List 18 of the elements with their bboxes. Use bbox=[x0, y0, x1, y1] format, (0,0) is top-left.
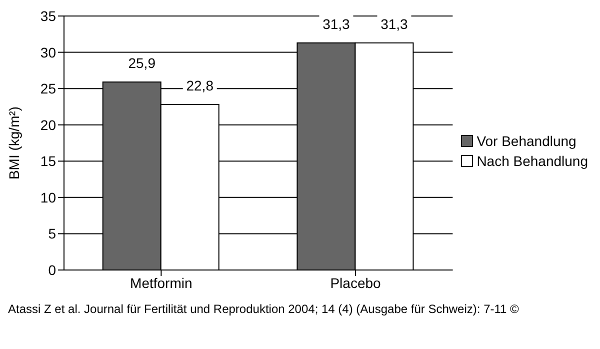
y-tick-label: 15 bbox=[40, 153, 56, 170]
x-tick-label: Placebo bbox=[330, 274, 382, 291]
data-label: 31,3 bbox=[380, 16, 408, 32]
legend-label: Nach Behandlung bbox=[476, 153, 588, 169]
y-axis-title: BMI (kg/m²) bbox=[6, 106, 22, 180]
y-tick-label: 25 bbox=[40, 80, 56, 97]
data-label: 22,8 bbox=[186, 78, 214, 94]
legend-label: Vor Behandlung bbox=[476, 133, 576, 149]
y-tick-label: 20 bbox=[40, 116, 56, 133]
x-tick-label: Metformin bbox=[130, 274, 192, 291]
y-tick-label: 30 bbox=[40, 44, 56, 60]
y-tick-label: 10 bbox=[40, 189, 56, 206]
y-tick-label: 5 bbox=[48, 226, 56, 242]
y-tick-label: 0 bbox=[48, 262, 56, 278]
data-label: 31,3 bbox=[322, 16, 350, 32]
text: Atassi Z et al. Journal für Fertilität und Reproduktion 2004; 14 (4) (Ausgabe für Schweiz): 7-11 © bbox=[8, 302, 519, 316]
data-label: 25,9 bbox=[128, 55, 156, 72]
y-tick-label: 35 bbox=[40, 8, 56, 24]
